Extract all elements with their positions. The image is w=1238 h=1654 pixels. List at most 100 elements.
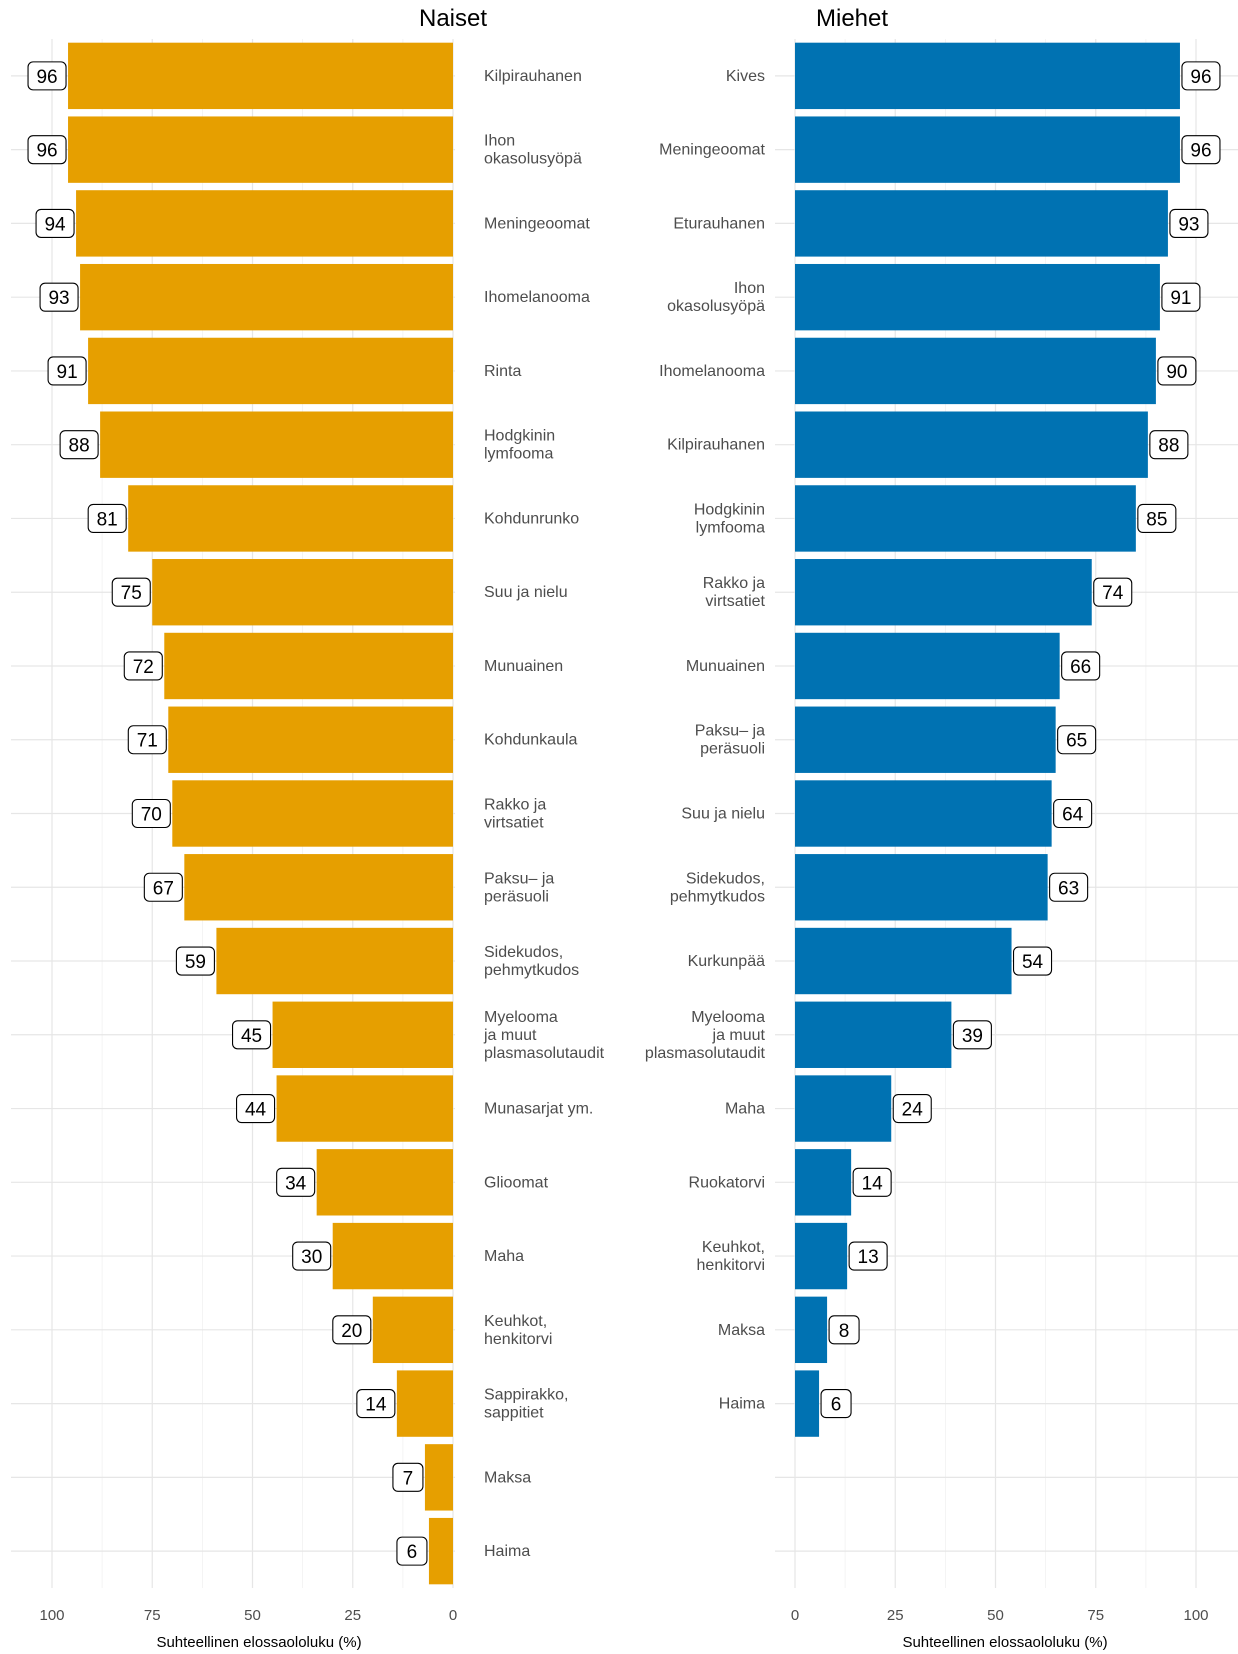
- panel-title-naiset: Naiset: [419, 5, 487, 32]
- data-label: 24: [892, 1093, 932, 1124]
- data-label-box: [1157, 356, 1197, 386]
- data-label: 14: [356, 1389, 396, 1419]
- category-label: Suu ja nielu: [484, 584, 568, 601]
- data-label: 72: [123, 651, 163, 681]
- data-label-box: [892, 1093, 932, 1124]
- data-label-value: 91: [57, 362, 78, 383]
- category-label: Ruokatorvi: [689, 1174, 765, 1191]
- data-label-value: 72: [133, 657, 154, 678]
- data-label-box: [123, 651, 163, 681]
- category-label: Ihomelanooma: [484, 289, 590, 306]
- data-label: 81: [87, 503, 127, 534]
- category-label: Glioomat: [484, 1174, 549, 1191]
- data-label-box: [27, 135, 67, 165]
- data-label-box: [1053, 798, 1093, 829]
- data-label-box: [332, 1315, 372, 1345]
- data-label-value: 64: [1062, 805, 1084, 826]
- data-label-value: 34: [285, 1173, 307, 1194]
- category-label: Munuainen: [686, 658, 765, 675]
- data-label-box: [1137, 503, 1177, 534]
- data-label-box: [236, 1093, 276, 1124]
- data-label-box: [59, 430, 99, 460]
- data-label-value: 6: [407, 1542, 418, 1563]
- category-label: Rinta: [484, 363, 521, 380]
- bar-miehet: [795, 411, 1148, 478]
- x-tick-label: 100: [39, 1607, 64, 1624]
- bar-miehet: [795, 780, 1052, 847]
- category-label: Kilpirauhanen: [484, 68, 582, 85]
- data-label: 96: [27, 61, 67, 91]
- data-label: 91: [1161, 282, 1201, 312]
- data-label-box: [1012, 946, 1053, 976]
- data-label-value: 30: [301, 1247, 322, 1268]
- data-label: 8: [828, 1315, 860, 1345]
- bar-miehet: [795, 1296, 828, 1364]
- data-label-box: [1093, 577, 1133, 607]
- data-label-value: 65: [1066, 731, 1087, 752]
- category-label: Maksa: [718, 1322, 765, 1339]
- x-tick-label: 50: [244, 1607, 261, 1624]
- data-label-value: 96: [1190, 67, 1211, 88]
- data-label-value: 7: [403, 1468, 414, 1489]
- data-label: 6: [396, 1536, 428, 1566]
- category-label: Munasarjat ym.: [484, 1101, 593, 1118]
- data-label: 30: [292, 1241, 332, 1271]
- category-label: Haima: [719, 1396, 765, 1413]
- bar-miehet: [795, 116, 1180, 183]
- bar-naiset: [276, 1075, 453, 1142]
- bar-naiset: [100, 411, 454, 478]
- bar-naiset: [164, 632, 453, 700]
- chart-panel-miehet: Miehet Kives 96 Meningeoomat 96 Eturauhanen 93…: [645, 5, 1238, 1651]
- category-label: Sidekudos, pehmytkudos: [670, 870, 765, 905]
- data-label-box: [396, 1536, 428, 1566]
- bar-miehet: [795, 485, 1136, 552]
- bar-naiset: [76, 190, 453, 257]
- bar-naiset: [332, 1222, 453, 1290]
- data-label-box: [852, 1167, 892, 1197]
- data-label-box: [828, 1315, 860, 1345]
- data-label-box: [87, 503, 127, 534]
- bar-miehet: [795, 1001, 952, 1068]
- data-label: 13: [848, 1241, 888, 1271]
- data-label-box: [143, 872, 183, 902]
- data-label: 63: [1049, 872, 1089, 902]
- bar-miehet: [795, 1075, 892, 1142]
- data-label: 45: [232, 1020, 272, 1050]
- bar-naiset: [80, 263, 453, 331]
- data-label: 14: [852, 1167, 892, 1197]
- data-label: 88: [1149, 430, 1189, 460]
- data-label-box: [27, 61, 67, 91]
- data-label-box: [1181, 135, 1221, 165]
- data-label-box: [1149, 430, 1189, 460]
- data-label-box: [1049, 872, 1089, 902]
- category-label: Keuhkot, henkitorvi: [697, 1239, 765, 1274]
- bar-miehet: [795, 559, 1092, 626]
- data-label-value: 96: [1190, 141, 1211, 162]
- bar-naiset: [372, 1296, 453, 1364]
- bar-naiset: [152, 559, 453, 626]
- category-label: Kilpirauhanen: [667, 437, 765, 454]
- category-label: Kohdunkaula: [484, 732, 578, 749]
- x-tick-label: 100: [1183, 1607, 1208, 1624]
- category-label: Hodgkinin lymfooma: [694, 501, 765, 536]
- data-label-value: 90: [1166, 362, 1187, 383]
- chart-panel-naiset: Naiset Kilpirauhanen 96 Ihon okasolusyöpä 96 M…: [11, 5, 605, 1651]
- category-label: Suu ja nielu: [681, 806, 765, 823]
- category-label: Meningeoomat: [659, 142, 765, 159]
- data-label-box: [175, 946, 215, 976]
- category-label: Paksu– ja peräsuoli: [484, 870, 554, 905]
- bar-naiset: [428, 1517, 453, 1585]
- data-label: 96: [1181, 61, 1221, 91]
- data-label-value: 93: [48, 288, 69, 309]
- bar-naiset: [172, 780, 454, 847]
- panel-title-miehet: Miehet: [816, 5, 888, 32]
- data-label: 75: [111, 577, 151, 607]
- data-label-value: 20: [341, 1321, 362, 1342]
- data-label: 91: [47, 356, 87, 386]
- data-label-value: 66: [1070, 657, 1091, 678]
- x-tick-label: 0: [791, 1607, 799, 1624]
- bar-naiset: [68, 42, 453, 110]
- category-label: Ihon okasolusyöpä: [667, 280, 765, 315]
- data-label: 59: [175, 946, 215, 976]
- data-label-value: 85: [1146, 509, 1167, 530]
